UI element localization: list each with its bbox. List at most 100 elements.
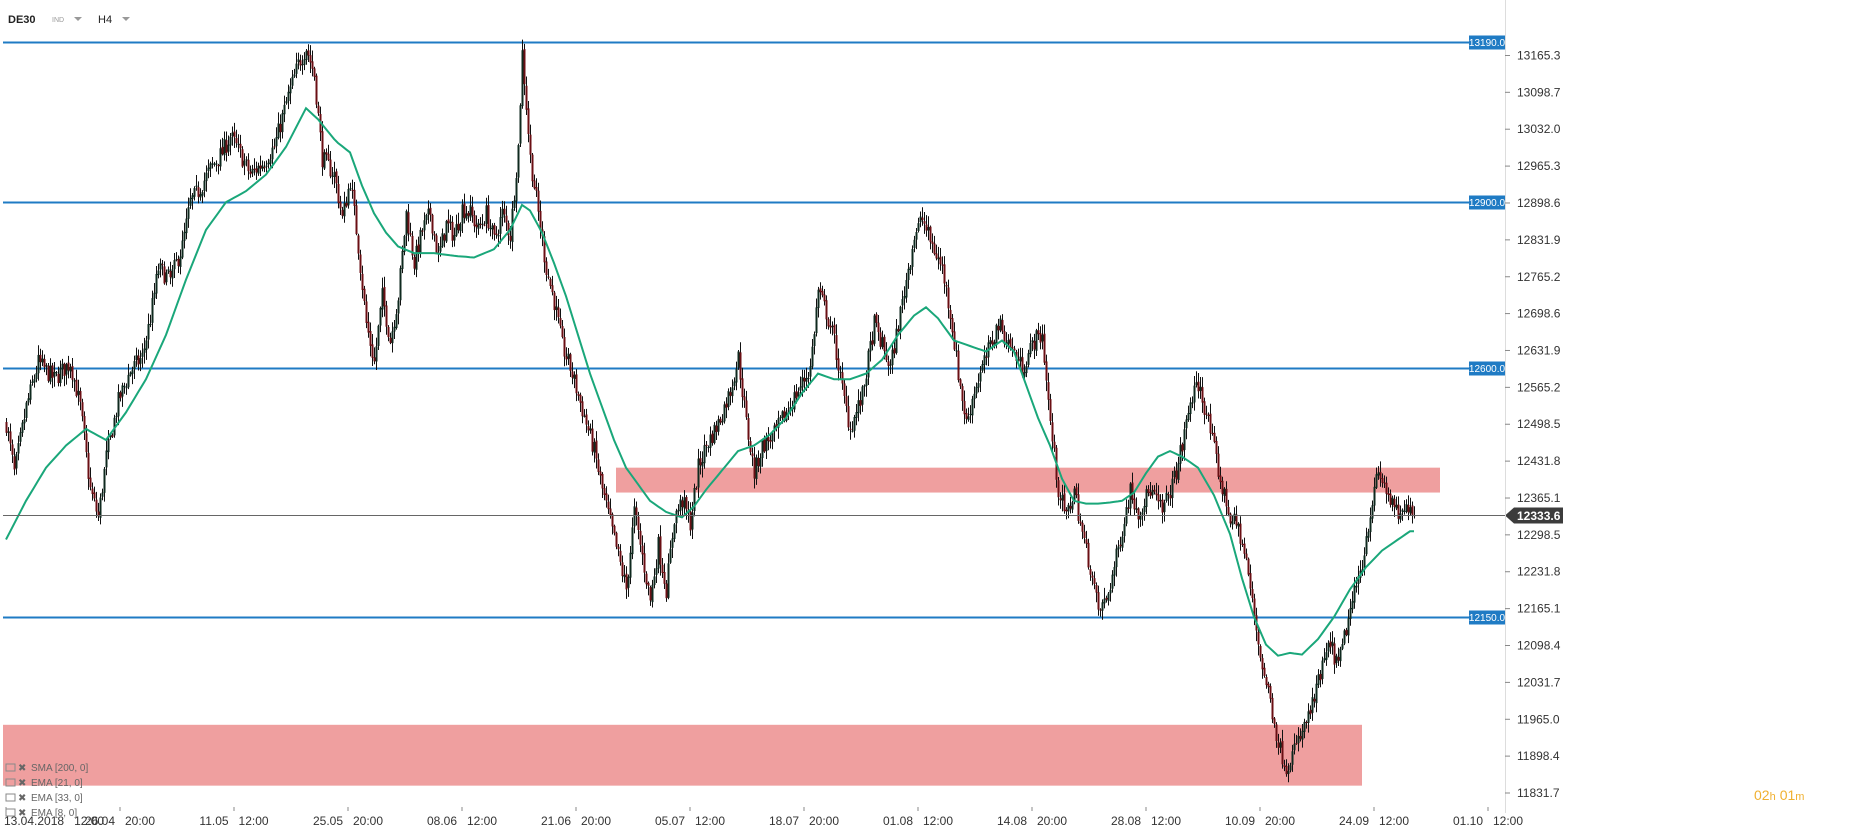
timeframe-dropdown-chevron-icon[interactable]: [122, 17, 130, 21]
candle-body: [601, 473, 604, 489]
candle: [1275, 722, 1278, 748]
level-tag[interactable]: [1469, 35, 1505, 50]
candle-body: [1171, 478, 1174, 498]
candle: [975, 382, 978, 399]
candle-body: [483, 224, 486, 226]
candle: [309, 45, 312, 73]
x-tick-date: 25.05: [313, 814, 343, 828]
candle: [571, 362, 574, 385]
candle: [767, 427, 770, 451]
candle-body: [437, 252, 440, 254]
candle-body: [245, 159, 248, 161]
close-icon[interactable]: ✖: [18, 793, 26, 804]
candle-body: [57, 373, 60, 383]
close-icon[interactable]: ✖: [18, 763, 26, 774]
timeframe-label[interactable]: H4: [98, 14, 112, 26]
candle-body: [221, 146, 224, 155]
candle: [243, 153, 246, 176]
candle: [897, 325, 900, 333]
indicator-settings-icon[interactable]: [5, 793, 16, 802]
candle: [301, 55, 304, 75]
indicator-item[interactable]: ✖ EMA [33, 0]: [5, 793, 83, 804]
candle: [577, 391, 580, 401]
candle: [1185, 415, 1188, 440]
candle: [203, 172, 206, 198]
level-tag[interactable]: [1469, 195, 1505, 210]
candle: [1371, 500, 1374, 524]
indicator-item[interactable]: ✖ SMA [200, 0]: [5, 763, 88, 774]
candle-body: [1273, 718, 1276, 724]
close-icon[interactable]: ✖: [18, 778, 26, 789]
candle-body: [119, 392, 122, 399]
x-tick-time: 12:00: [1151, 814, 1181, 828]
candle: [755, 454, 758, 485]
candle-body: [61, 363, 64, 370]
candle-body: [415, 245, 418, 270]
candle-body: [655, 568, 658, 575]
candle-body: [893, 348, 896, 354]
candle-body: [1053, 441, 1056, 449]
close-icon[interactable]: ✖: [18, 808, 26, 819]
candle-body: [571, 371, 574, 378]
candle: [321, 121, 324, 176]
candle: [1199, 377, 1202, 399]
y-tick-label: 11965.0: [1517, 712, 1560, 726]
indicator-item[interactable]: ✖ EMA [8, 0]: [5, 808, 77, 819]
candle: [1249, 564, 1252, 596]
candle-body: [1101, 602, 1104, 611]
candle: [675, 508, 678, 534]
y-tick-label: 12631.9: [1517, 343, 1561, 357]
candle-body: [79, 391, 82, 402]
y-axis[interactable]: 13165.3 13098.7 13032.0 12965.3 12898.6 12831…: [1505, 0, 1561, 813]
candle: [773, 422, 776, 442]
candle-body: [861, 386, 864, 405]
candle-body: [677, 509, 680, 512]
indicator-item[interactable]: ✖ EMA [21, 0]: [5, 778, 83, 789]
candle: [379, 306, 382, 333]
candle: [151, 290, 154, 332]
indicator-settings-icon[interactable]: [5, 778, 16, 787]
indicator-settings-icon[interactable]: [5, 808, 16, 817]
candle-body: [1307, 711, 1310, 723]
x-tick-label: 13.04.2018 12:00: [4, 814, 104, 828]
level-tag[interactable]: [1469, 610, 1505, 625]
candle: [937, 246, 940, 270]
symbol-label[interactable]: DE30: [8, 14, 36, 26]
candle-body: [385, 305, 388, 327]
candle-body: [537, 190, 540, 212]
candle-body: [173, 260, 176, 270]
candle-body: [765, 436, 768, 451]
candle-body: [329, 159, 332, 177]
candle-body: [1029, 343, 1032, 355]
candle-body: [413, 256, 416, 269]
candle-body: [281, 113, 284, 133]
candle-body: [1087, 542, 1090, 568]
candle-body: [423, 220, 426, 231]
y-tick-label: 12831.9: [1517, 233, 1561, 247]
candle-body: [859, 400, 862, 406]
candle-body: [629, 552, 632, 578]
indicator-settings-icon[interactable]: [5, 763, 16, 772]
candle-body: [165, 272, 168, 283]
level-tag[interactable]: [1469, 361, 1505, 376]
candle-body: [1067, 504, 1070, 512]
candle-body: [645, 573, 648, 585]
candle-body: [989, 340, 992, 344]
candle-body: [951, 318, 954, 333]
candle: [611, 512, 614, 535]
candle-body: [1317, 674, 1320, 685]
symbol-dropdown-chevron-icon[interactable]: [74, 17, 82, 21]
candle: [969, 405, 972, 424]
candle: [759, 453, 762, 474]
candle-body: [497, 234, 500, 237]
candle: [585, 408, 588, 433]
x-tick-time: 12:00: [1379, 814, 1409, 828]
candle-body: [557, 307, 560, 318]
candle: [433, 231, 436, 242]
candle: [1063, 484, 1066, 514]
candle: [863, 384, 866, 397]
x-tick-time: 12:00: [74, 814, 104, 828]
candle-body: [99, 497, 102, 518]
